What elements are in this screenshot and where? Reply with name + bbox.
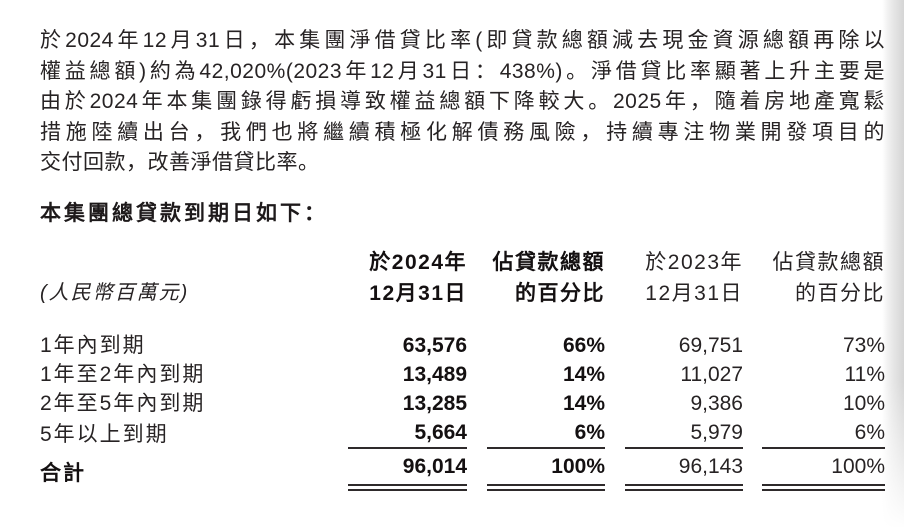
pct-2024: 14% — [562, 362, 605, 386]
row-label: 2年至5年內到期 — [40, 391, 206, 415]
intro-line-3: 由於2024年本集團錄得虧損導致權益總額下降較大。2025年，隨着房地產寬鬆 — [40, 90, 885, 114]
total-label: 合計 — [40, 461, 86, 485]
table-row-1-to-2-years: 1年至2年內到期 13,489 14% 11,027 11% — [40, 360, 885, 389]
col-header-2023-date-line2: 12月31日 — [645, 281, 743, 305]
total-value-2023: 96,143 — [625, 454, 743, 491]
value-2023: 5,979 — [625, 418, 743, 449]
total-pct-2024: 100% — [487, 454, 605, 491]
col-header-2023-date: 於2023年 12月31日 — [625, 247, 743, 309]
intro-line-1: 於2024年12月31日，本集團淨借貸比率(即貸款總額減去現金資源總額再除以 — [40, 29, 885, 52]
col-header-2024-date-line2: 12月31日 — [369, 281, 467, 305]
value-2024: 63,576 — [402, 333, 467, 357]
table-row-over-5-years: 5年以上到期 5,664 6% 5,979 6% — [40, 418, 885, 449]
col-header-2024-date: 於2024年 12月31日 — [348, 247, 467, 309]
value-2023: 9,386 — [690, 391, 743, 415]
unit-label: (人民幣百萬元) — [40, 281, 190, 304]
pct-2023: 11% — [844, 362, 885, 386]
row-label: 1年內到期 — [40, 333, 146, 357]
report-page: 於2024年12月31日，本集團淨借貸比率(即貸款總額減去現金資源總額再除以 權… — [40, 26, 885, 491]
pct-2023: 6% — [762, 418, 885, 449]
pct-2024: 66% — [562, 333, 605, 357]
pct-2023: 10% — [842, 391, 885, 415]
col-header-2023-pct-line2: 的百分比 — [795, 281, 885, 305]
value-2023: 11,027 — [680, 362, 743, 386]
col-header-2024-pct-line2: 的百分比 — [515, 281, 605, 305]
table-row-2-to-5-years: 2年至5年內到期 13,285 14% 9,386 10% — [40, 389, 885, 418]
table-body: 1年內到期 63,576 66% 69,751 73% 1年至2年內到期 13,… — [40, 331, 885, 491]
col-header-2024-pct: 佔貸款總額 的百分比 — [487, 247, 605, 309]
intro-line-4: 措施陸續出台，我們也將繼續積極化解債務風險，持續專注物業開發項目的 — [40, 120, 885, 144]
loan-maturity-table: (人民幣百萬元) 於2024年 12月31日 佔貸款總額 的百分比 於2023年… — [40, 247, 885, 491]
pct-2024: 14% — [562, 391, 605, 415]
intro-line-2: 權益總額)約為42,020%(2023年12月31日：438%)。淨借貸比率顯著… — [40, 59, 885, 83]
table-header: (人民幣百萬元) 於2024年 12月31日 佔貸款總額 的百分比 於2023年… — [40, 247, 885, 309]
col-header-2023-pct: 佔貸款總額 的百分比 — [762, 247, 885, 309]
value-2023: 69,751 — [678, 333, 743, 357]
pct-2024: 6% — [487, 418, 605, 449]
col-header-2023-pct-line1: 佔貸款總額 — [772, 250, 885, 274]
intro-line-5: 交付回款，改善淨借貸比率。 — [40, 151, 320, 175]
value-2024: 13,489 — [402, 362, 467, 386]
row-label: 5年以上到期 — [40, 422, 169, 446]
col-header-2024-pct-line1: 佔貸款總額 — [492, 250, 605, 274]
total-value-2024: 96,014 — [348, 454, 467, 491]
col-header-2024-date-line1: 於2024年 — [369, 250, 467, 274]
intro-paragraph: 於2024年12月31日，本集團淨借貸比率(即貸款總額減去現金資源總額再除以 權… — [40, 26, 885, 179]
value-2024: 5,664 — [348, 418, 467, 449]
table-row-total: 合計 96,014 100% 96,143 100% — [40, 454, 885, 491]
page-edge-shadow — [882, 0, 904, 529]
value-2024: 13,285 — [402, 391, 467, 415]
pct-2023: 73% — [842, 333, 885, 357]
total-pct-2023: 100% — [762, 454, 885, 491]
table-row-within-1-year: 1年內到期 63,576 66% 69,751 73% — [40, 331, 885, 360]
col-header-2023-date-line1: 於2023年 — [645, 250, 743, 274]
unit-label-cell: (人民幣百萬元) — [40, 278, 348, 309]
section-heading: 本集團總貸款到期日如下： — [40, 201, 328, 225]
row-label: 1年至2年內到期 — [40, 362, 206, 386]
